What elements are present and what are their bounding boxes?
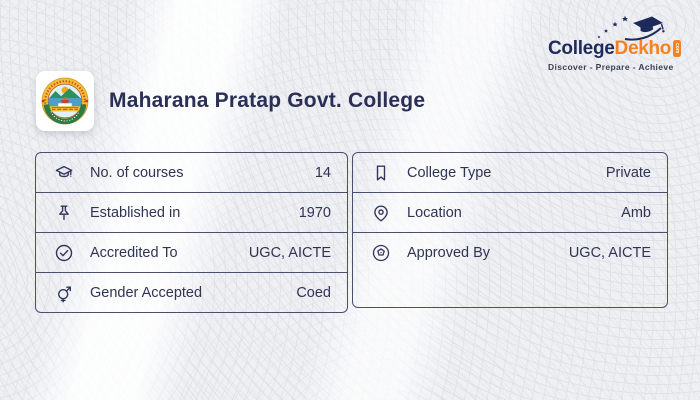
info-row-approved-by: Approved By UGC, AICTE xyxy=(353,233,667,273)
gender-icon xyxy=(54,283,74,303)
info-label: Accredited To xyxy=(90,244,178,261)
info-value: UGC, AICTE xyxy=(248,244,331,261)
grad-cap-stars-icon xyxy=(597,15,665,41)
info-label: Location xyxy=(407,204,462,221)
college-header: Maharana Pratap Govt. College xyxy=(36,71,425,131)
page-title: Maharana Pratap Govt. College xyxy=(109,89,426,112)
info-row-college-type: College Type Private xyxy=(353,153,667,193)
info-value: Coed xyxy=(296,285,331,301)
brand-tagline: Discover - Prepare - Achieve xyxy=(548,62,674,72)
award-icon xyxy=(371,243,391,263)
info-label: No. of courses xyxy=(90,164,184,181)
brand-wordmark: College Dekho com xyxy=(548,39,696,58)
brand-college-text: College xyxy=(548,38,615,59)
info-label: Established in xyxy=(90,204,181,221)
info-row-accredited: Accredited To UGC, AICTE xyxy=(36,233,347,273)
info-label: College Type xyxy=(407,164,492,181)
info-value: UGC, AICTE xyxy=(568,245,651,261)
collegedekho-logo[interactable]: College Dekho com Discover - Prepare - Ach… xyxy=(548,14,696,72)
bookmark-icon xyxy=(371,163,391,183)
check-circle-icon xyxy=(54,243,74,263)
pushpin-icon xyxy=(54,203,74,223)
graduation-cap-icon xyxy=(54,163,74,183)
college-logo xyxy=(36,71,94,131)
info-label: Gender Accepted xyxy=(90,285,203,301)
info-row-courses: No. of courses 14 xyxy=(36,153,347,193)
brand-dekho-text: Dekho xyxy=(614,38,672,59)
brand-com-badge: com xyxy=(673,40,682,57)
info-label: Approved By xyxy=(407,245,491,261)
info-row-gender: Gender Accepted Coed xyxy=(36,273,347,313)
info-row-established: Established in 1970 xyxy=(36,193,347,233)
info-value: Private xyxy=(605,164,651,181)
college-emblem-icon xyxy=(41,77,89,125)
info-row-location: Location Amb xyxy=(353,193,667,233)
info-value: 14 xyxy=(314,164,331,181)
info-value: 1970 xyxy=(298,204,331,221)
info-table-right: College Type Private Location Amb App xyxy=(352,152,668,308)
location-pin-icon xyxy=(371,203,391,223)
info-value: Amb xyxy=(621,204,651,221)
info-table-left: No. of courses 14 Established in 1970 xyxy=(35,152,348,313)
